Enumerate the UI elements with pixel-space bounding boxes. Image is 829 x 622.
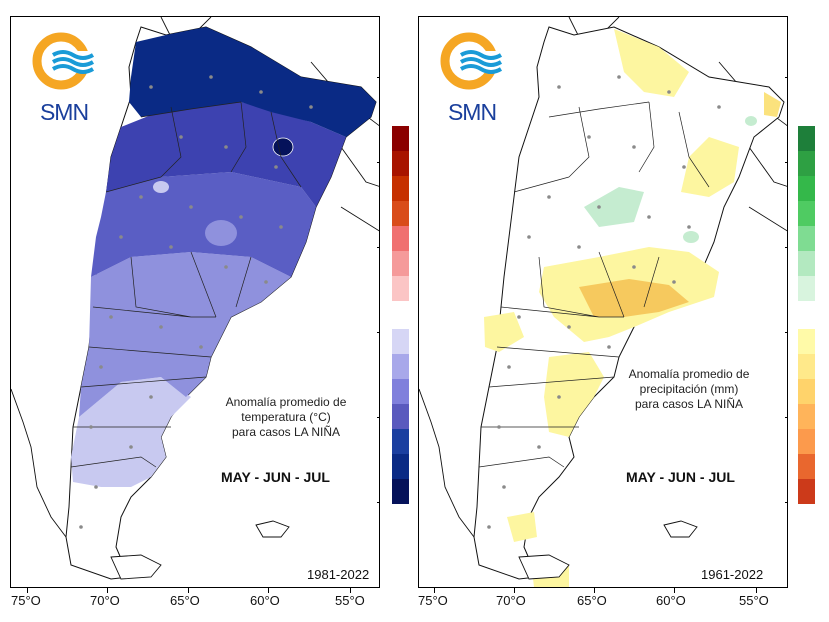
precipitation-legend (798, 126, 815, 504)
legend-swatch (798, 251, 815, 276)
legend-swatch (798, 301, 815, 329)
temp-anomaly-very-light (71, 377, 191, 487)
title-line: Anomalía promedio de (628, 367, 750, 381)
title-line: precipitación (mm) (639, 382, 739, 396)
temp-anomaly-light (79, 252, 291, 417)
season-label: MAY - JUN - JUL (626, 469, 735, 485)
legend-swatch (798, 176, 815, 201)
title-line: para casos LA NIÑA (634, 397, 744, 411)
legend-swatch (798, 226, 815, 251)
x-axis-label: 60°O (250, 593, 280, 608)
temp-anomaly-mid-dark (106, 102, 346, 207)
precip-anomaly-yellow-north (614, 29, 689, 97)
legend-swatch (392, 226, 409, 251)
x-axis-label: 60°O (656, 593, 686, 608)
legend-swatch (798, 379, 815, 404)
legend-swatch (392, 201, 409, 226)
legend-swatch (798, 479, 815, 504)
legend-swatch (798, 354, 815, 379)
legend-swatch (392, 454, 409, 479)
temp-anomaly-dark (129, 27, 376, 137)
temp-anomaly-light-blob-2 (153, 181, 169, 193)
legend-swatch (392, 429, 409, 454)
smn-logo: SMN (29, 29, 99, 127)
legend-swatch (798, 276, 815, 301)
smn-logo-icon (440, 32, 507, 90)
tierra-del-fuego (110, 554, 162, 580)
title-line: temperatura (°C) (241, 410, 331, 424)
legend-swatch (392, 404, 409, 429)
smn-logo-text: SMN (39, 99, 89, 125)
legend-swatch (798, 454, 815, 479)
period-label: 1961-2022 (701, 567, 764, 582)
station-markers (79, 75, 313, 529)
precip-anomaly-orange-central (579, 279, 689, 317)
legend-swatch (798, 151, 815, 176)
legend-swatch (392, 329, 409, 354)
legend-swatch (798, 404, 815, 429)
legend-swatch (392, 276, 409, 301)
x-axis-label: 70°O (496, 593, 526, 608)
x-axis-label: 70°O (90, 593, 120, 608)
smn-logo: SMN (437, 29, 507, 127)
precipitation-map-title: Anomalía promedio de precipitación (mm) … (589, 367, 787, 412)
precip-anomaly-yellow-west (484, 312, 524, 352)
legend-swatch (392, 251, 409, 276)
x-axis-label: 55°O (335, 593, 365, 608)
tierra-del-fuego (518, 554, 570, 580)
x-axis-label: 65°O (170, 593, 200, 608)
x-axis-label: 65°O (577, 593, 607, 608)
legend-swatch (392, 479, 409, 504)
precip-anomaly-green-blob (683, 231, 699, 243)
temperature-map (11, 17, 379, 580)
legend-swatch (392, 176, 409, 201)
legend-swatch (392, 379, 409, 404)
x-axis-label: 55°O (739, 593, 769, 608)
legend-swatch (798, 429, 815, 454)
precipitation-map (419, 17, 787, 587)
temp-anomaly-mid (91, 172, 316, 277)
precip-anomaly-yellow-northeast (764, 92, 781, 117)
smn-logo-icon (32, 32, 99, 90)
title-line: para casos LA NIÑA (231, 425, 341, 439)
temperature-legend (392, 126, 409, 504)
period-label: 1981-2022 (307, 567, 370, 582)
title-line: Anomalía promedio de (225, 395, 347, 409)
legend-swatch (798, 201, 815, 226)
season-label: MAY - JUN - JUL (221, 469, 330, 485)
legend-swatch (798, 329, 815, 354)
province-borders (478, 101, 710, 468)
temperature-map-panel: SMN Anomalía promedio de temperatura (°C… (10, 16, 380, 588)
x-axis-label: 75°O (418, 593, 448, 608)
temp-anomaly-light-blob (205, 220, 237, 246)
precip-anomaly-yellow-band (544, 352, 604, 437)
station-markers (487, 75, 721, 529)
precip-anomaly-yellow-east (681, 137, 739, 197)
precipitation-map-panel: SMN Anomalía promedio de precipitación (… (418, 16, 788, 588)
precip-anomaly-green-blob-2 (745, 116, 757, 126)
legend-swatch (392, 301, 409, 329)
legend-swatch (392, 126, 409, 151)
precip-anomaly-green-central (584, 187, 644, 227)
temperature-map-title: Anomalía promedio de temperatura (°C) pa… (186, 395, 379, 440)
legend-swatch (392, 354, 409, 379)
province-borders (70, 101, 302, 468)
temp-anomaly-very-dark-core (272, 137, 294, 157)
x-axis-label: 75°O (11, 593, 41, 608)
smn-logo-text: SMN (447, 99, 497, 125)
malvinas-islands (255, 520, 290, 538)
legend-swatch (392, 151, 409, 176)
malvinas-islands (663, 520, 698, 538)
precip-anomaly-yellow-south (507, 512, 537, 542)
legend-swatch (798, 126, 815, 151)
